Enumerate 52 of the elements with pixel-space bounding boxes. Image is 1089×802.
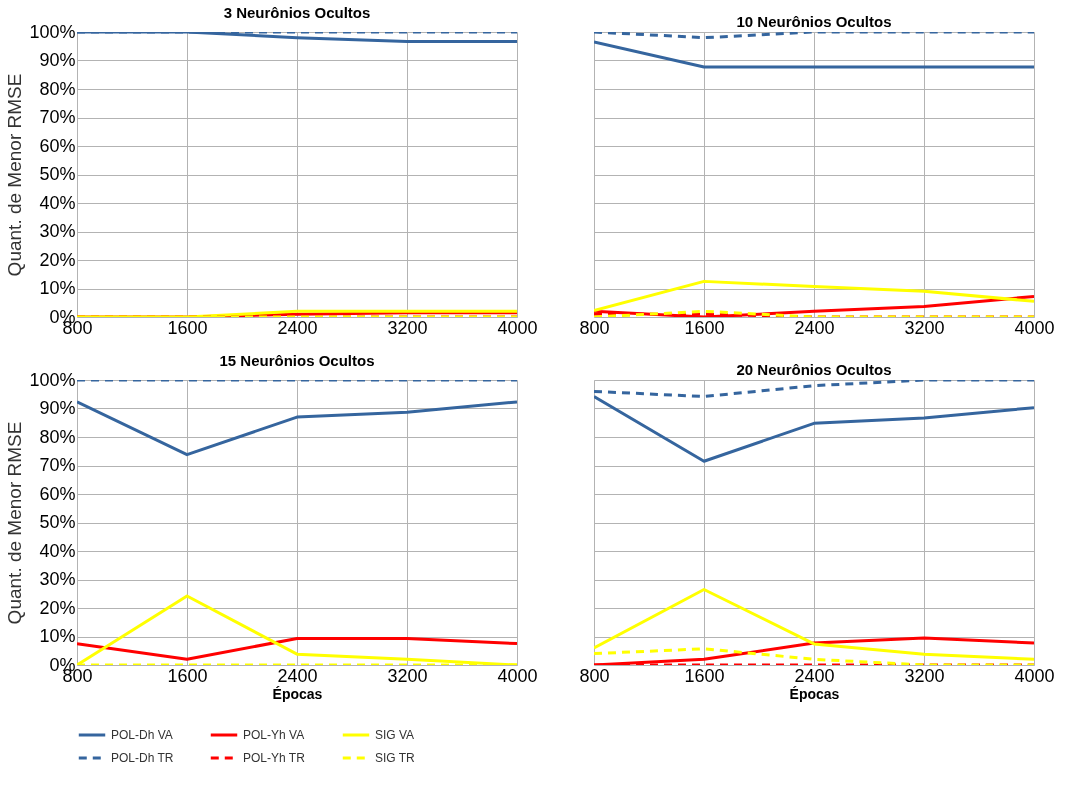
y-tick-label: 50% bbox=[39, 512, 76, 532]
chart-title: 15 Neurônios Ocultos bbox=[219, 352, 375, 369]
legend-label: POL-Yh VA bbox=[243, 728, 305, 742]
x-tick-label: 3200 bbox=[387, 317, 428, 338]
x-tick-label: 2400 bbox=[794, 665, 835, 686]
legend-label: POL-Dh VA bbox=[111, 728, 173, 742]
y-tick-label: 30% bbox=[39, 569, 76, 589]
y-tick-label: 100% bbox=[29, 369, 76, 390]
chart-title: 3 Neurônios Ocultos bbox=[223, 4, 371, 21]
x-tick-label: 2400 bbox=[277, 317, 318, 338]
y-tick-label: 30% bbox=[39, 221, 76, 241]
y-tick-label: 40% bbox=[39, 192, 76, 213]
y-tick-label: 70% bbox=[39, 455, 76, 475]
x-tick-label: 1600 bbox=[684, 665, 725, 686]
chart-title: 20 Neurônios Ocultos bbox=[736, 360, 892, 378]
x-tick-label: 1600 bbox=[684, 317, 725, 338]
y-tick-label: 20% bbox=[39, 597, 76, 618]
x-tick-label: 4000 bbox=[497, 665, 538, 686]
legend-label: POL-Yh TR bbox=[243, 751, 306, 765]
x-tick-label: 2400 bbox=[794, 317, 835, 338]
legend-label: SIG VA bbox=[375, 728, 415, 742]
x-tick-label: 800 bbox=[579, 317, 610, 338]
y-tick-label: 90% bbox=[39, 398, 76, 418]
x-tick-label: 4000 bbox=[497, 317, 538, 338]
legend-label: POL-Dh TR bbox=[111, 751, 174, 765]
y-tick-label: 80% bbox=[39, 426, 76, 447]
y-tick-label: 10% bbox=[39, 626, 76, 646]
y-axis-title: Quant. de Menor RMSE bbox=[4, 421, 26, 625]
y-tick-label: 40% bbox=[39, 540, 76, 561]
x-tick-label: 1600 bbox=[167, 317, 208, 338]
x-axis-title: Épocas bbox=[272, 685, 323, 702]
x-tick-label: 2400 bbox=[277, 665, 318, 686]
x-tick-label: 3200 bbox=[904, 665, 945, 686]
legend-label: SIG TR bbox=[375, 751, 416, 765]
y-tick-label: 50% bbox=[39, 164, 76, 184]
y-tick-label: 60% bbox=[39, 483, 76, 504]
x-tick-label: 3200 bbox=[387, 665, 428, 686]
chart-title: 10 Neurônios Ocultos bbox=[736, 12, 892, 30]
y-tick-label: 60% bbox=[39, 135, 76, 156]
x-tick-label: 800 bbox=[579, 665, 610, 686]
y-axis-title: Quant. de Menor RMSE bbox=[4, 73, 26, 277]
y-tick-label: 80% bbox=[39, 78, 76, 99]
y-tick-label: 90% bbox=[39, 50, 76, 70]
x-tick-label: 3200 bbox=[904, 317, 945, 338]
x-tick-label: 4000 bbox=[1014, 317, 1055, 338]
y-tick-label: 100% bbox=[29, 21, 76, 42]
x-axis-title: Épocas bbox=[789, 685, 840, 702]
y-tick-label: 10% bbox=[39, 278, 76, 298]
y-tick-label: 70% bbox=[39, 107, 76, 127]
x-tick-label: 1600 bbox=[167, 665, 208, 686]
y-tick-label: 20% bbox=[39, 249, 76, 270]
x-tick-label: 4000 bbox=[1014, 665, 1055, 686]
